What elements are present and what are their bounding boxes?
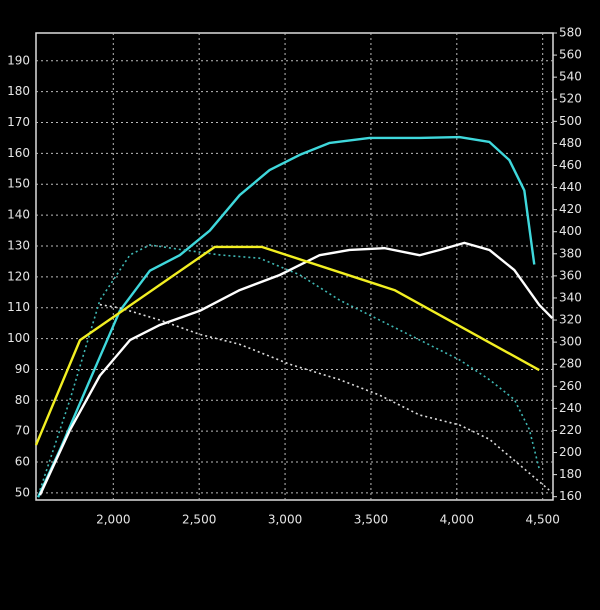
y2-tick-label: 240 xyxy=(559,401,582,415)
series-line xyxy=(99,303,550,491)
y-tick-label: 110 xyxy=(7,300,30,314)
y2-tick-label: 560 xyxy=(559,48,582,62)
y-tick-label: 100 xyxy=(7,331,30,345)
plot-frame xyxy=(35,32,554,501)
y2-tick-label: 440 xyxy=(559,180,582,194)
y2-tick-label: 340 xyxy=(559,290,582,304)
y-tick-label: 170 xyxy=(7,115,30,129)
y-tick-label: 70 xyxy=(15,424,30,438)
y2-tick-label: 160 xyxy=(559,489,582,503)
x-tick-label: 2,000 xyxy=(96,513,130,527)
x-tick-label: 4,500 xyxy=(526,513,560,527)
y2-tick-label: 380 xyxy=(559,246,582,260)
y-tick-label: 80 xyxy=(15,393,30,407)
x-tick-label: 3,000 xyxy=(268,513,302,527)
y-tick-label: 140 xyxy=(7,208,30,222)
y2-tick-label: 320 xyxy=(559,313,582,327)
series-line xyxy=(39,244,541,491)
y2-tick-label: 520 xyxy=(559,92,582,106)
y2-tick-label: 180 xyxy=(559,467,582,481)
y2-tick-label: 460 xyxy=(559,158,582,172)
y2-tick-label: 420 xyxy=(559,202,582,216)
y2-tick-label: 480 xyxy=(559,136,582,150)
x-tick-label: 4,000 xyxy=(440,513,474,527)
y-tick-label: 60 xyxy=(15,455,30,469)
series-line xyxy=(34,245,540,446)
y2-tick-label: 220 xyxy=(559,423,582,437)
y-tick-label: 190 xyxy=(7,53,30,67)
x-tick-label: 2,500 xyxy=(182,513,216,527)
y-tick-label: 180 xyxy=(7,84,30,98)
x-tick-label: 3,500 xyxy=(354,513,388,527)
y-tick-label: 150 xyxy=(7,177,30,191)
y2-tick-label: 260 xyxy=(559,379,582,393)
y2-tick-label: 200 xyxy=(559,445,582,459)
y-tick-label: 50 xyxy=(15,485,30,499)
y-tick-label: 90 xyxy=(15,362,30,376)
y2-tick-label: 500 xyxy=(559,114,582,128)
y2-tick-label: 360 xyxy=(559,268,582,282)
y2-tick-label: 400 xyxy=(559,224,582,238)
y2-tick-label: 540 xyxy=(559,70,582,84)
y2-tick-label: 580 xyxy=(559,26,582,40)
y-tick-label: 120 xyxy=(7,269,30,283)
y-tick-label: 160 xyxy=(7,146,30,160)
y-tick-label: 130 xyxy=(7,238,30,252)
y2-tick-label: 280 xyxy=(559,357,582,371)
series-line xyxy=(38,241,554,496)
series-line xyxy=(36,135,536,498)
y2-tick-label: 300 xyxy=(559,335,582,349)
